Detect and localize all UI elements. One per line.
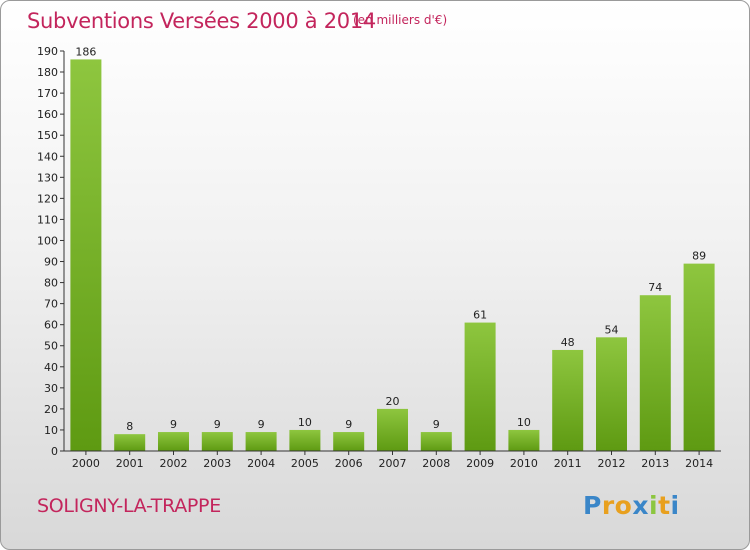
bar (289, 429, 321, 451)
logo-letter: r (601, 491, 615, 520)
logo-letter: P (583, 491, 602, 520)
y-tick-label: 50 (44, 340, 58, 353)
x-tick-label: 2012 (598, 457, 626, 470)
bar-value-label: 48 (561, 336, 575, 349)
bar (114, 434, 146, 451)
bar-value-label: 9 (433, 418, 440, 431)
bar-value-label: 9 (258, 418, 265, 431)
chart-title: Subventions Versées 2000 à 2014 (27, 9, 376, 33)
x-tick-label: 2008 (422, 457, 450, 470)
y-tick-label: 120 (37, 192, 58, 205)
bar (70, 59, 102, 451)
x-tick-label: 2004 (247, 457, 275, 470)
bar-value-label: 8 (126, 420, 133, 433)
bar (464, 322, 496, 451)
x-tick-label: 2014 (685, 457, 713, 470)
y-tick-label: 60 (44, 319, 58, 332)
y-tick-label: 10 (44, 424, 58, 437)
y-tick-label: 150 (37, 129, 58, 142)
y-tick-label: 180 (37, 66, 58, 79)
x-tick-label: 2013 (641, 457, 669, 470)
bar-value-label: 10 (517, 416, 531, 429)
y-tick-label: 100 (37, 234, 58, 247)
bar-value-label: 9 (170, 418, 177, 431)
bar (683, 263, 715, 451)
bar (639, 295, 671, 451)
x-tick-label: 2005 (291, 457, 319, 470)
y-tick-label: 40 (44, 361, 58, 374)
bar-value-label: 9 (345, 418, 352, 431)
logo-letter: i (649, 491, 659, 520)
y-tick-label: 70 (44, 298, 58, 311)
bar-value-label: 10 (298, 416, 312, 429)
bar-value-label: 61 (473, 309, 487, 322)
bar (552, 349, 584, 451)
bar-value-label: 9 (214, 418, 221, 431)
y-tick-label: 90 (44, 256, 58, 269)
y-tick-label: 190 (37, 45, 58, 58)
bar-value-label: 20 (386, 395, 400, 408)
x-tick-label: 2011 (554, 457, 582, 470)
y-tick-label: 160 (37, 108, 58, 121)
chart-subtitle: (en milliers d'€) (353, 13, 448, 27)
bar-value-label: 74 (648, 281, 662, 294)
y-tick-label: 170 (37, 87, 58, 100)
x-tick-label: 2000 (72, 457, 100, 470)
x-tick-label: 2006 (335, 457, 363, 470)
proxiti-logo: Proxiti (583, 491, 680, 520)
commune-name: SOLIGNY-LA-TRAPPE (37, 495, 221, 517)
logo-letter: x (632, 491, 649, 520)
bar (158, 432, 189, 451)
x-tick-label: 2007 (379, 457, 407, 470)
y-tick-label: 130 (37, 171, 58, 184)
bar (245, 432, 277, 451)
bar-value-label: 89 (692, 250, 706, 263)
y-tick-label: 30 (44, 382, 58, 395)
bar (377, 408, 408, 451)
y-tick-label: 0 (51, 445, 58, 458)
bar (201, 432, 233, 451)
y-tick-label: 20 (44, 403, 58, 416)
x-tick-label: 2001 (116, 457, 144, 470)
bar (508, 429, 540, 451)
bar (333, 432, 365, 451)
logo-letter: i (670, 491, 680, 520)
bar (420, 432, 452, 451)
bar-value-label: 54 (605, 323, 619, 336)
x-tick-label: 2002 (160, 457, 188, 470)
x-tick-label: 2009 (466, 457, 494, 470)
y-tick-label: 110 (37, 213, 58, 226)
logo-letter: o (614, 491, 633, 520)
x-axis: 2000 2001 2002 2003 2004 2005 2006 2007 2008 2009… (64, 450, 721, 470)
x-tick-label: 2010 (510, 457, 538, 470)
x-tick-label: 2003 (203, 457, 231, 470)
y-axis: 0 10 20 30 40 50 60 70 80 90 100 110 120 130 140 150 160… (37, 45, 65, 458)
bar-value-label: 186 (75, 45, 96, 58)
logo-letter: t (658, 491, 671, 520)
y-tick-label: 140 (37, 150, 58, 163)
bar (596, 337, 627, 451)
y-tick-label: 80 (44, 277, 58, 290)
